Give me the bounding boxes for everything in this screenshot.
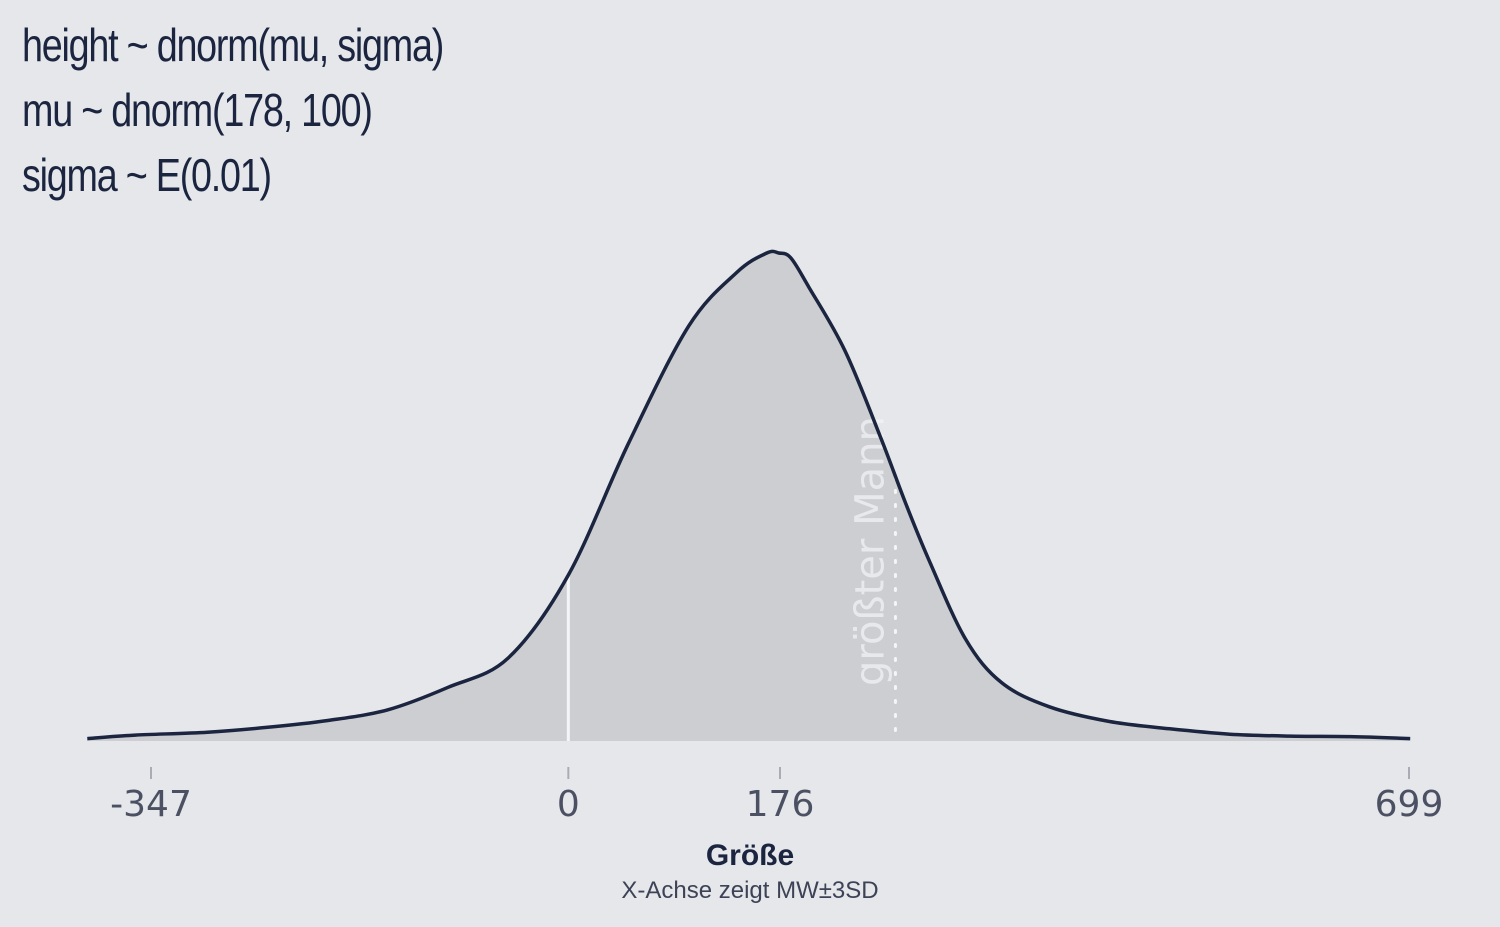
x-axis-subtitle: X-Achse zeigt MW±3SD bbox=[621, 877, 878, 904]
x-tick-label: 176 bbox=[746, 784, 815, 825]
x-axis-title: Größe bbox=[706, 839, 794, 872]
density-area bbox=[87, 251, 1411, 741]
x-tick-label: -347 bbox=[110, 784, 192, 825]
title-line-1: height ~ dnorm(mu, sigma) bbox=[22, 19, 444, 71]
x-tick-label: 699 bbox=[1375, 784, 1444, 825]
density-curve bbox=[87, 249, 1411, 741]
x-tick-label: 0 bbox=[557, 784, 580, 825]
title-line-2: mu ~ dnorm(178, 100) bbox=[22, 84, 373, 136]
title-line-3: sigma ~ E(0.01) bbox=[22, 149, 272, 201]
annotation-tallest-man: größter Mann bbox=[847, 416, 893, 686]
